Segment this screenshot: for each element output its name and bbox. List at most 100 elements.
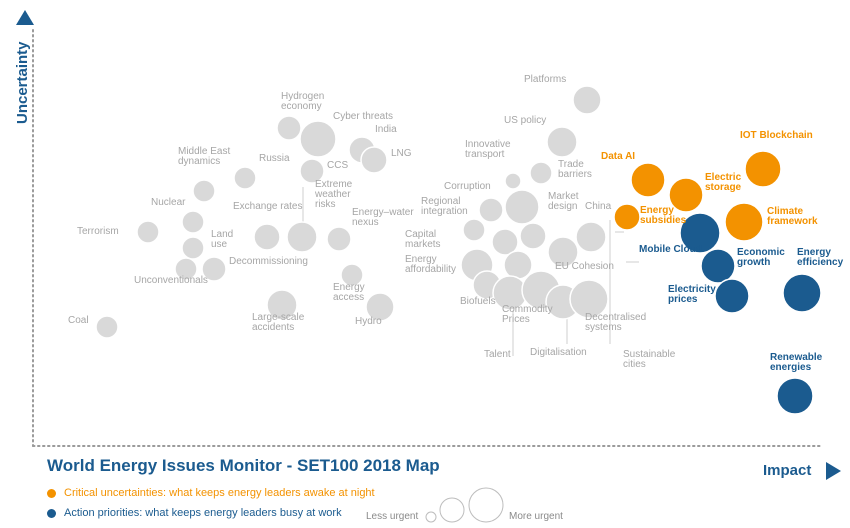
bubble-label-line: Regional bbox=[421, 196, 460, 207]
bubble-coal bbox=[95, 315, 119, 339]
bubble-label-line: transport bbox=[465, 149, 505, 160]
bubble-label-line: CCS bbox=[327, 160, 348, 171]
bubble-label-line: India bbox=[375, 124, 397, 135]
bubble-label: Extreme weather risks bbox=[314, 179, 353, 210]
bubble-corruption bbox=[478, 197, 504, 223]
bubble-label: IOT Blockchain bbox=[740, 130, 813, 141]
bubble-cluster-b bbox=[547, 236, 579, 268]
bubble-label-line: design bbox=[548, 201, 577, 212]
bubble-label-line: Cyber threats bbox=[333, 111, 393, 122]
blue-dot-icon bbox=[47, 508, 56, 518]
bubble-label: Mobile Cloud bbox=[639, 244, 702, 255]
bubble-label: Capital markets bbox=[405, 229, 441, 250]
bubble-label-line: LNG bbox=[391, 148, 412, 159]
bubble-label: Platforms bbox=[524, 74, 566, 85]
bubble-label: Large-scale accidents bbox=[252, 312, 305, 333]
bubble-label-line: Platforms bbox=[524, 74, 566, 85]
bubble-label: LNG bbox=[391, 148, 412, 159]
bubble-label-line: Hydro bbox=[355, 316, 382, 327]
bubble-label-line: Data AI bbox=[601, 151, 635, 162]
bubble-label-line: accidents bbox=[252, 322, 294, 333]
bubble-label-line: Land bbox=[211, 229, 233, 240]
bubble-lng bbox=[360, 146, 388, 174]
bubble-label: Energy subsidies bbox=[640, 205, 687, 226]
bubble-label-line: Middle East bbox=[178, 146, 230, 157]
bubble-label-line: Energy bbox=[333, 282, 365, 293]
bubble-energy-water-nexus bbox=[326, 226, 352, 252]
bubble-label-line: storage bbox=[705, 182, 742, 193]
bubble-energy-subsidies bbox=[613, 203, 641, 231]
bubble-label: Terrorism bbox=[77, 226, 119, 237]
bubble-label-line: Large-scale bbox=[252, 312, 305, 323]
bubble-label-line: Exchange rates bbox=[233, 201, 303, 212]
bubble-label-line: Economic bbox=[737, 247, 785, 258]
bubble-label-line: Innovative bbox=[465, 139, 511, 150]
bubble-label-line: Decentralised bbox=[585, 312, 646, 323]
bubble-label-line: markets bbox=[405, 239, 441, 250]
bubble-label-line: growth bbox=[737, 257, 770, 268]
bubble-label-line: Terrorism bbox=[77, 226, 119, 237]
y-axis-title: Uncertainty bbox=[14, 41, 31, 124]
bubble-energy-access bbox=[340, 263, 364, 287]
bubble-label-line: Market bbox=[548, 191, 579, 202]
bubble-label-line: China bbox=[585, 201, 612, 212]
bubble-cyber-threats bbox=[299, 120, 337, 158]
bubble-label: Digitalisation bbox=[530, 347, 587, 358]
bubble-electric-storage bbox=[668, 177, 704, 213]
bubble-label-line: IOT Blockchain bbox=[740, 130, 813, 141]
bubble-label: Electric storage bbox=[705, 172, 742, 193]
bubble-large-scale-accidents bbox=[266, 289, 298, 321]
bubble-us-policy bbox=[546, 126, 578, 158]
bubble-label: Energy affordability bbox=[405, 254, 456, 275]
bubble-label: Unconventionals bbox=[134, 275, 208, 286]
bubble-label: China bbox=[585, 201, 612, 212]
x-axis-arrow-icon bbox=[826, 462, 841, 480]
bubble-russia bbox=[233, 166, 257, 190]
legend-label: Action priorities: what keeps energy lea… bbox=[64, 507, 342, 519]
size-more-urgent-label: More urgent bbox=[509, 511, 563, 522]
bubble-label-line: Digitalisation bbox=[530, 347, 587, 358]
bubble-label: Cyber threats bbox=[333, 111, 393, 122]
bubble-label: Russia bbox=[259, 153, 290, 164]
bubble-label-line: Climate bbox=[767, 206, 804, 217]
bubble-label: Economic growth bbox=[737, 247, 785, 268]
bubble-iot-blockchain bbox=[744, 150, 782, 188]
bubble-label: Regional integration bbox=[421, 196, 468, 217]
bubble-label-line: efficiency bbox=[797, 257, 844, 268]
bubble-label-line: barriers bbox=[558, 169, 592, 180]
bubble-label-line: affordability bbox=[405, 264, 456, 275]
bubble-label: Commodity Prices bbox=[502, 304, 553, 325]
bubble-economic-growth bbox=[700, 248, 736, 284]
bubble-label-line: framework bbox=[767, 216, 818, 227]
bubble-platforms bbox=[572, 85, 602, 115]
bubble-label: EU Cohesion bbox=[555, 261, 614, 272]
bubble-label-line: dynamics bbox=[178, 156, 220, 167]
bubble-hydro bbox=[365, 292, 395, 322]
bubble-label-line: Coal bbox=[68, 315, 89, 326]
bubble-label-line: Talent bbox=[484, 349, 511, 360]
bubble-terrorism bbox=[136, 220, 160, 244]
orange-dot-icon bbox=[47, 488, 56, 498]
legend-item-critical-uncertainties: Critical uncertainties: what keeps energ… bbox=[47, 487, 375, 499]
legend-label: Critical uncertainties: what keeps energ… bbox=[64, 487, 375, 499]
bubble-market-design bbox=[504, 189, 540, 225]
bubble-label-line: Energy–water bbox=[352, 207, 414, 218]
bubble-label-line: Renewable bbox=[770, 352, 823, 363]
bubble-label-line: Nuclear bbox=[151, 197, 186, 208]
bubble-label: Hydro bbox=[355, 316, 382, 327]
bubble-label: Decommissioning bbox=[229, 256, 308, 267]
bubble-label: Innovative transport bbox=[465, 139, 511, 160]
bubble-label: Corruption bbox=[444, 181, 491, 192]
map-title: World Energy Issues Monitor - SET100 201… bbox=[47, 456, 440, 475]
bubble-label-line: risks bbox=[315, 199, 336, 210]
bubble-label-line: Electric bbox=[705, 172, 742, 183]
bubble-renewable-energies bbox=[776, 377, 814, 415]
bubble-label-line: EU Cohesion bbox=[555, 261, 614, 272]
bubble-label-line: Energy bbox=[405, 254, 437, 265]
bubble-label: Nuclear bbox=[151, 197, 186, 208]
bubble-trade-barriers bbox=[529, 161, 553, 185]
bubble-label-line: Unconventionals bbox=[134, 275, 208, 286]
bubble-label: Biofuels bbox=[460, 296, 496, 307]
